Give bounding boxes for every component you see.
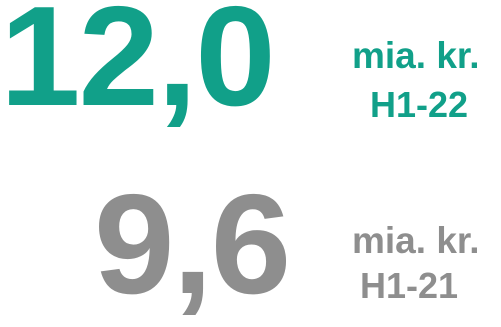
stat-value: 12,0 bbox=[0, 0, 276, 136]
stat-period: H1-21 bbox=[360, 265, 459, 306]
stat-unit: mia. kr. bbox=[352, 35, 480, 76]
stat-value: 9,6 bbox=[94, 165, 291, 324]
stat-period: H1-22 bbox=[370, 84, 469, 125]
stat-unit: mia. kr. bbox=[352, 220, 480, 261]
